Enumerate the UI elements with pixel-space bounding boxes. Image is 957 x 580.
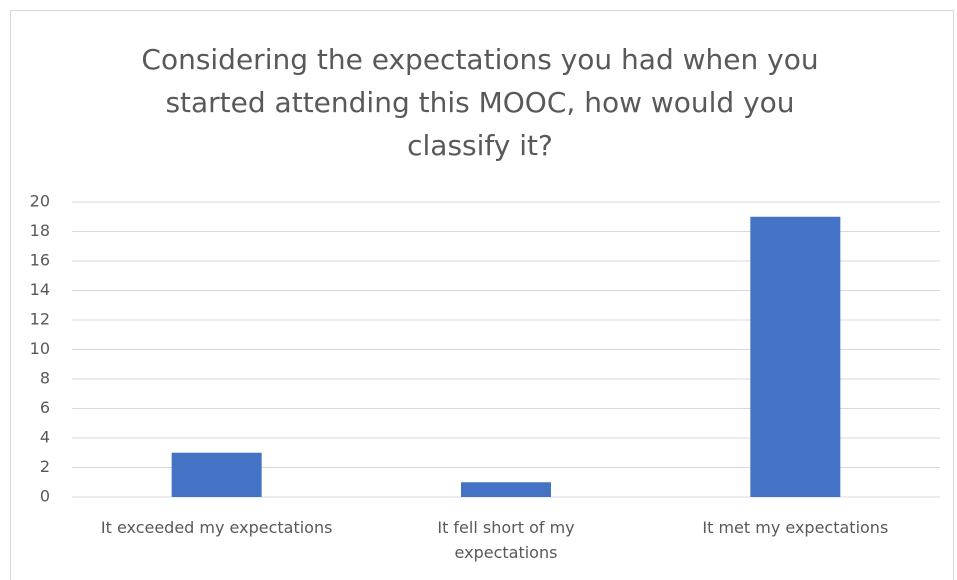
y-tick-label: 10 [30,339,50,358]
chart-border [10,10,954,580]
bar [171,452,262,497]
y-tick-label: 12 [30,310,50,329]
bar [461,482,551,497]
y-tick-label: 18 [30,221,50,240]
x-tick-label: It met my expectations [702,518,889,537]
chart-title: Considering the expectations you had whe… [141,43,819,162]
x-tick-label: It fell short of my expectations [437,518,575,562]
y-tick-label: 8 [40,369,50,388]
y-tick-label: 14 [30,280,50,299]
y-tick-label: 16 [30,251,50,270]
x-tick-label: It exceeded my expectations [100,518,333,537]
y-tick-label: 20 [30,192,50,211]
y-tick-label: 4 [40,428,50,447]
y-tick-label: 0 [40,487,50,506]
y-tick-label: 2 [40,457,50,476]
bar [750,216,841,497]
y-tick-label: 6 [40,398,50,417]
